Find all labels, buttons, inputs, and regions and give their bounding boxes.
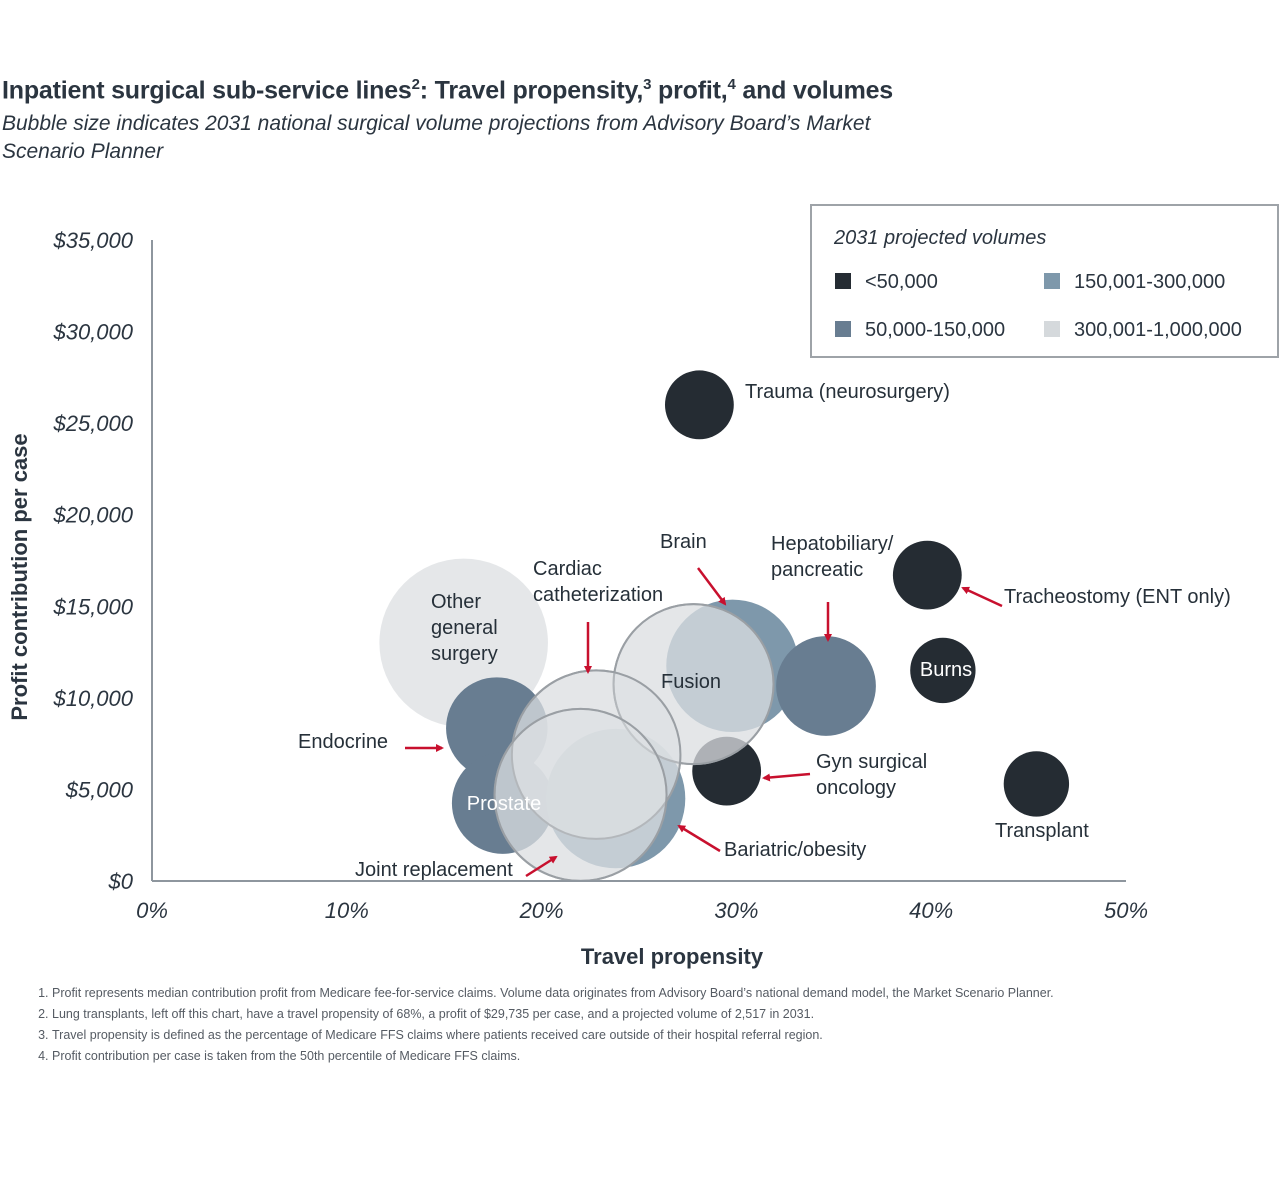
legend-swatch-300k-1m (1044, 321, 1060, 337)
label-line: Joint replacement (355, 859, 513, 881)
label-line: catheterization (533, 584, 663, 606)
y-tick-label: $0 (108, 869, 134, 894)
chart-subtitle: Bubble size indicates 2031 national surg… (2, 112, 871, 163)
axes-layer: $0 $5,000 $10,000 $15,000 $20,000 $25,000 $30,… (7, 228, 1148, 969)
bubble-transplant (1003, 751, 1070, 817)
legend-swatch-150k-300k (1044, 273, 1060, 289)
y-tick-label: $15,000 (52, 594, 133, 619)
label-line: Brain (660, 531, 707, 553)
label-line: Trauma (neurosurgery) (745, 381, 950, 403)
y-tick-label: $20,000 (52, 503, 133, 528)
y-tick-label: $5,000 (65, 777, 134, 802)
x-tick-label: 10% (325, 898, 369, 923)
legend: 2031 projected volumes <50,000 150,001-300… (810, 204, 1279, 358)
label-gyn-surgical-oncology: Gyn surgical oncology (816, 751, 927, 799)
bubble-trauma-neurosurgery (664, 370, 734, 440)
y-tick-label: $30,000 (52, 320, 133, 345)
label-line: Bariatric/obesity (724, 839, 866, 861)
label-cardiac-catheterization: Cardiac catheterization (533, 558, 663, 606)
y-axis-title: Profit contribution per case (7, 433, 32, 720)
y-tick-label: $25,000 (52, 411, 133, 436)
label-brain: Brain (660, 531, 707, 553)
legend-label: 50,000-150,000 (865, 319, 1005, 341)
label-hepatobiliary-pancreatic: Hepatobiliary/pancreatic (771, 533, 894, 581)
label-burns: Burns (920, 659, 972, 681)
bubble-tracheostomy-ent-only (892, 540, 962, 610)
legend-title: 2031 projected volumes (833, 227, 1046, 249)
label-line: Tracheostomy (ENT only) (1004, 586, 1231, 608)
legend-label: 150,001-300,000 (1074, 271, 1225, 293)
label-line: Prostate (467, 793, 541, 815)
footnotes: Profit represents median contribution pr… (36, 986, 1156, 1070)
legend-label: <50,000 (865, 271, 938, 293)
label-trauma-neurosurgery: Trauma (neurosurgery) (745, 381, 950, 403)
x-tick-label: 40% (909, 898, 953, 923)
x-tick-label: 30% (714, 898, 758, 923)
label-other-general-surgery: Other general surgery (431, 591, 498, 665)
label-fusion: Fusion (661, 671, 721, 693)
label-line: Gyn surgical (816, 751, 927, 773)
label-bariatric-obesity: Bariatric/obesity (724, 839, 866, 861)
label-line: Hepatobiliary/ (771, 533, 894, 555)
label-line: Other (431, 591, 481, 613)
label-line: oncology (816, 777, 896, 799)
label-endocrine: Endocrine (298, 731, 388, 753)
label-line: Cardiac (533, 558, 602, 580)
label-line: pancreatic (771, 559, 863, 581)
x-tick-label: 0% (136, 898, 168, 923)
label-line: Fusion (661, 671, 721, 693)
bubble-hepatobiliary-pancreatic (776, 636, 876, 736)
arrow-tracheostomy (961, 586, 1003, 608)
label-line: Burns (920, 659, 972, 681)
arrow-brain (697, 567, 727, 606)
legend-swatch-50k-150k (835, 321, 851, 337)
label-line: general (431, 617, 498, 639)
label-tracheostomy-ent-only: Tracheostomy (ENT only) (1004, 586, 1231, 608)
chart-title: Inpatient surgical sub-service lines2: T… (2, 76, 894, 105)
label-prostate: Prostate (467, 793, 541, 815)
x-tick-label: 20% (519, 898, 564, 923)
labels-layer: Other general surgery Joint replacement Card… (298, 381, 1231, 881)
x-axis-title: Travel propensity (581, 944, 764, 969)
label-joint-replacement: Joint replacement (355, 859, 513, 881)
y-tick-label: $35,000 (52, 228, 133, 253)
bubbles-layer (379, 370, 1070, 882)
y-tick-label: $10,000 (52, 686, 133, 711)
arrows-layer (405, 567, 1003, 878)
bubble-overlay-fusion (612, 603, 775, 766)
legend-label: 300,001-1,000,000 (1074, 319, 1242, 341)
arrow-gyn-surgical-oncology (762, 772, 811, 782)
arrow-bariatric (677, 824, 721, 853)
footnote-1: Profit represents median contribution pr… (52, 986, 1156, 1001)
bubble-burns (910, 637, 976, 704)
label-line: Endocrine (298, 731, 388, 753)
x-tick-label: 50% (1104, 898, 1148, 923)
label-transplant: Transplant (995, 820, 1089, 842)
legend-swatch-lt50k (835, 273, 851, 289)
label-line: Transplant (995, 820, 1089, 842)
arrow-joint-replacement (525, 855, 558, 878)
label-line: surgery (431, 643, 498, 665)
footnote-2: Lung transplants, left off this chart, h… (52, 1007, 1156, 1022)
footnote-4: Profit contribution per case is taken fr… (52, 1049, 1156, 1064)
footnote-3: Travel propensity is defined as the perc… (52, 1028, 1156, 1043)
